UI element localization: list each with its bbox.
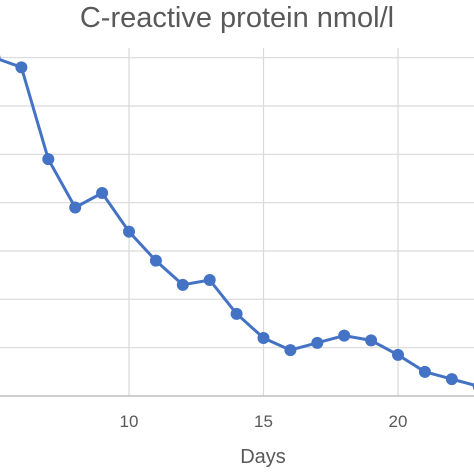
x-tick-label: 10 bbox=[120, 412, 139, 431]
data-point bbox=[176, 278, 189, 291]
data-point bbox=[69, 201, 82, 214]
data-point bbox=[96, 187, 109, 199]
data-point bbox=[257, 332, 270, 344]
chart-title: C-reactive protein nmol/l bbox=[79, 2, 395, 34]
data-point bbox=[365, 334, 378, 347]
x-tick-label: 20 bbox=[389, 412, 408, 431]
data-point bbox=[15, 61, 28, 74]
x-axis-label: Days bbox=[240, 446, 286, 468]
data-point bbox=[338, 329, 351, 342]
data-point bbox=[311, 336, 324, 349]
x-tick-labels: 10 15 20 bbox=[120, 412, 408, 431]
data-point bbox=[445, 373, 458, 386]
horizontal-gridlines bbox=[0, 57, 474, 349]
series-group bbox=[0, 55, 474, 391]
data-point bbox=[230, 307, 243, 320]
data-point bbox=[123, 225, 135, 238]
data-point bbox=[284, 344, 297, 357]
series-line bbox=[0, 58, 474, 387]
data-point bbox=[418, 365, 431, 378]
data-point bbox=[203, 274, 216, 286]
data-point bbox=[392, 348, 404, 361]
data-point bbox=[42, 153, 55, 166]
data-point bbox=[149, 254, 162, 267]
data-point bbox=[0, 55, 1, 61]
x-tick-label: 15 bbox=[254, 412, 273, 431]
